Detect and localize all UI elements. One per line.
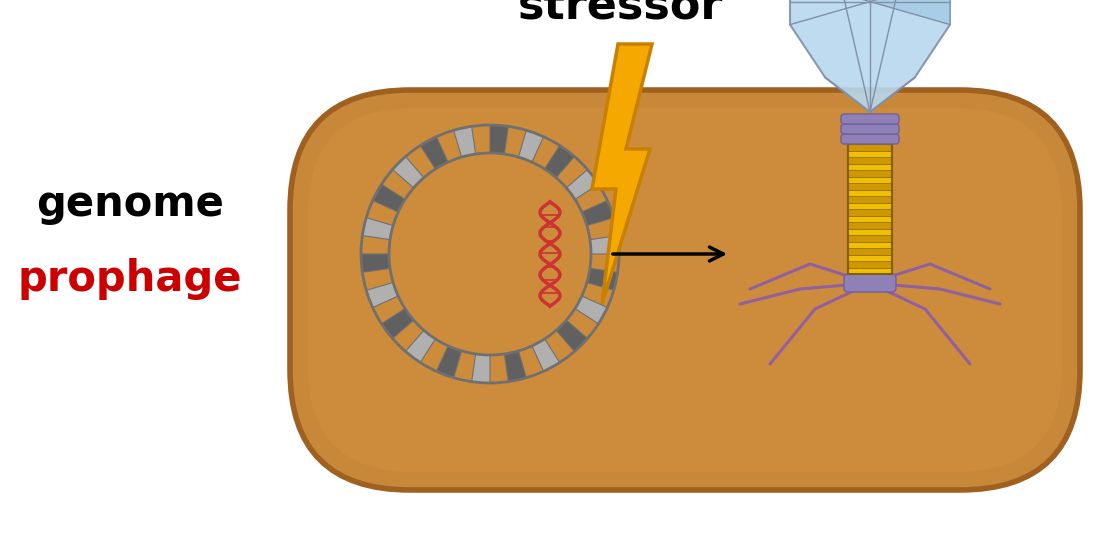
Polygon shape <box>848 144 892 151</box>
Polygon shape <box>420 137 448 169</box>
Polygon shape <box>362 218 393 240</box>
FancyBboxPatch shape <box>841 124 899 134</box>
Polygon shape <box>870 0 950 25</box>
Polygon shape <box>848 241 892 248</box>
Text: stressor: stressor <box>517 0 722 29</box>
Bar <box>848 144 892 274</box>
Polygon shape <box>848 163 892 170</box>
Polygon shape <box>848 183 892 190</box>
Polygon shape <box>532 339 560 371</box>
FancyBboxPatch shape <box>841 134 899 144</box>
Polygon shape <box>437 346 462 378</box>
Polygon shape <box>381 309 413 339</box>
Polygon shape <box>453 127 475 157</box>
Polygon shape <box>848 196 892 202</box>
Polygon shape <box>848 177 892 183</box>
Polygon shape <box>566 169 598 199</box>
Polygon shape <box>575 296 607 324</box>
Polygon shape <box>587 269 617 290</box>
Polygon shape <box>592 44 652 304</box>
Polygon shape <box>848 268 892 274</box>
Polygon shape <box>790 0 950 112</box>
Polygon shape <box>504 351 526 382</box>
Polygon shape <box>519 130 544 162</box>
Polygon shape <box>848 261 892 268</box>
Polygon shape <box>848 209 892 216</box>
Polygon shape <box>848 170 892 177</box>
Polygon shape <box>406 331 435 363</box>
Text: prophage: prophage <box>18 258 243 300</box>
Polygon shape <box>545 145 574 178</box>
Text: genome: genome <box>37 183 224 225</box>
Polygon shape <box>848 157 892 163</box>
Polygon shape <box>490 125 509 154</box>
Polygon shape <box>848 216 892 222</box>
Polygon shape <box>556 320 587 351</box>
FancyBboxPatch shape <box>290 90 1080 490</box>
Polygon shape <box>372 184 406 212</box>
Polygon shape <box>848 202 892 209</box>
Polygon shape <box>848 151 892 157</box>
Polygon shape <box>589 235 619 254</box>
Polygon shape <box>472 354 490 383</box>
Polygon shape <box>367 282 398 308</box>
FancyBboxPatch shape <box>844 274 896 292</box>
Polygon shape <box>361 254 390 272</box>
FancyBboxPatch shape <box>308 108 1061 472</box>
FancyBboxPatch shape <box>841 114 899 124</box>
Polygon shape <box>392 156 424 188</box>
Polygon shape <box>582 200 614 225</box>
Polygon shape <box>848 248 892 255</box>
Polygon shape <box>848 235 892 241</box>
Polygon shape <box>848 255 892 261</box>
Polygon shape <box>848 190 892 196</box>
Polygon shape <box>848 229 892 235</box>
Polygon shape <box>848 222 892 229</box>
